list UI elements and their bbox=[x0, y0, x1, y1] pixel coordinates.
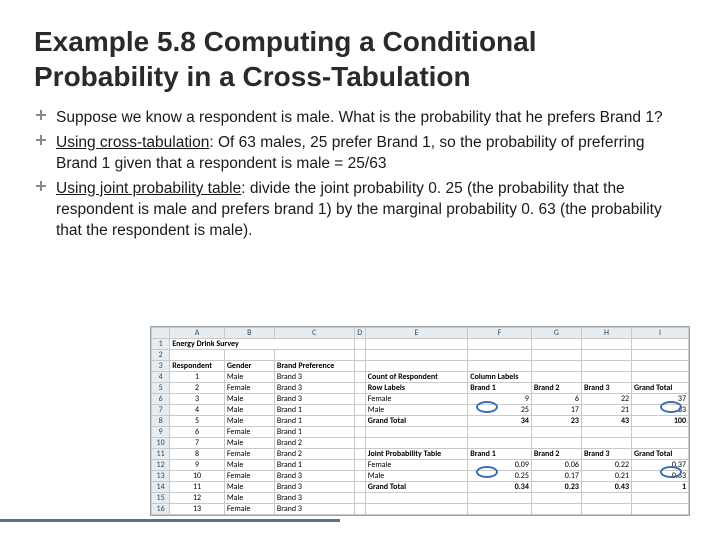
bullet-2-underlined: Using cross-tabulation bbox=[56, 134, 209, 151]
bullet-3-underlined: Using joint probability table bbox=[56, 180, 241, 197]
col-B: B bbox=[224, 328, 274, 339]
count-row-female: 6 3MaleBrand 3 Female 9 6 22 37 bbox=[152, 394, 689, 405]
col-F: F bbox=[468, 328, 532, 339]
hdr-pref: Brand Preference bbox=[274, 361, 354, 372]
joint-prob-table-label: Joint Probability Table bbox=[365, 449, 467, 460]
table-row: 15 12MaleBrand 3 bbox=[152, 493, 689, 504]
table-row: 10 7MaleBrand 2 bbox=[152, 438, 689, 449]
col-C: C bbox=[274, 328, 354, 339]
table-row: 11 8FemaleBrand 2 Joint Probability Tabl… bbox=[152, 449, 689, 460]
col-I: I bbox=[632, 328, 689, 339]
col-E: E bbox=[365, 328, 467, 339]
joint-row-total: 14 11MaleBrand 3 Grand Total 0.34 0.23 0… bbox=[152, 482, 689, 493]
slide-title: Example 5.8 Computing a Conditional Prob… bbox=[34, 24, 686, 94]
bullet-3: Using joint probability table: divide th… bbox=[56, 179, 686, 242]
table-row: 2 bbox=[152, 350, 689, 361]
table-row: 1Energy Drink Survey bbox=[152, 339, 689, 350]
count-row-total: 8 5MaleBrand 1 Grand Total 34 23 43 100 bbox=[152, 416, 689, 427]
table-row: 9 6FemaleBrand 1 bbox=[152, 427, 689, 438]
spreadsheet-table: A B C D E F G H I 1Energy Drink Survey 2… bbox=[151, 327, 689, 515]
table-row: 16 13FemaleBrand 3 bbox=[152, 504, 689, 515]
row-labels: Row Labels bbox=[365, 383, 467, 394]
decorative-line bbox=[0, 519, 340, 522]
bullet-list: Suppose we know a respondent is male. Wh… bbox=[34, 108, 686, 242]
spreadsheet: A B C D E F G H I 1Energy Drink Survey 2… bbox=[150, 326, 690, 516]
hdr-respondent: Respondent bbox=[170, 361, 225, 372]
table-row: 5 2FemaleBrand 3 Row Labels Brand 1 Bran… bbox=[152, 383, 689, 394]
col-G: G bbox=[531, 328, 581, 339]
joint-row-female: 12 9MaleBrand 1 Female 0.09 0.06 0.22 0.… bbox=[152, 460, 689, 471]
bullet-1: Suppose we know a respondent is male. Wh… bbox=[56, 108, 686, 129]
survey-title-cell: Energy Drink Survey bbox=[170, 339, 354, 350]
column-labels: Column Labels bbox=[468, 372, 532, 383]
count-of-respondent: Count of Respondent bbox=[365, 372, 467, 383]
hdr-gender: Gender bbox=[224, 361, 274, 372]
column-header-row: A B C D E F G H I bbox=[152, 328, 689, 339]
corner-cell bbox=[152, 328, 170, 339]
col-A: A bbox=[170, 328, 225, 339]
table-row: 4 1MaleBrand 3 Count of Respondent Colum… bbox=[152, 372, 689, 383]
count-row-male: 7 4MaleBrand 1 Male 25 17 21 63 bbox=[152, 405, 689, 416]
col-H: H bbox=[581, 328, 631, 339]
col-D: D bbox=[354, 328, 365, 339]
table-row: 3 Respondent Gender Brand Preference bbox=[152, 361, 689, 372]
bullet-2: Using cross-tabulation: Of 63 males, 25 … bbox=[56, 133, 686, 175]
joint-row-male: 13 10FemaleBrand 3 Male 0.25 0.17 0.21 0… bbox=[152, 471, 689, 482]
